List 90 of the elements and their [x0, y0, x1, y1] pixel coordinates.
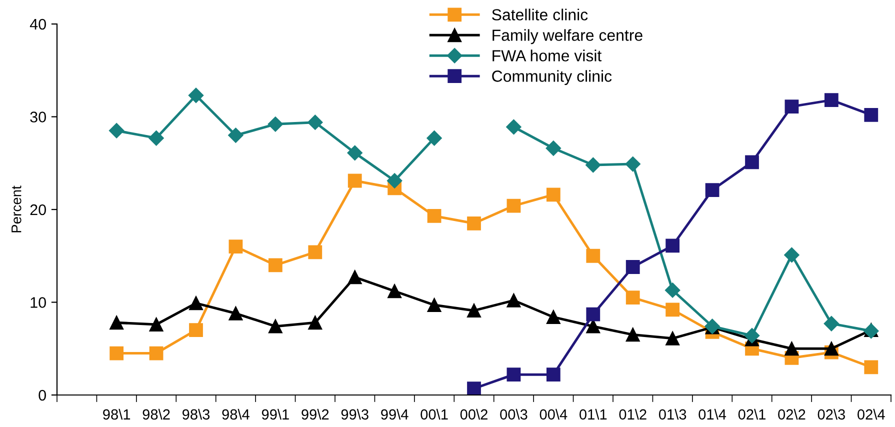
point: [784, 247, 800, 263]
y-tick-label: 0: [38, 390, 46, 401]
x-tick-label: 00\3: [500, 408, 528, 420]
point: [467, 382, 481, 396]
point: [864, 360, 878, 374]
x-tick-label: 98\3: [182, 408, 210, 420]
point: [228, 306, 243, 320]
point: [784, 100, 799, 114]
point: [308, 316, 322, 330]
point: [347, 145, 362, 160]
point: [625, 156, 640, 172]
point: [626, 260, 640, 274]
point: [110, 316, 124, 330]
point: [268, 258, 282, 272]
point: [864, 108, 878, 122]
point: [228, 128, 244, 143]
point: [506, 198, 521, 213]
point: [427, 209, 442, 223]
point: [744, 328, 760, 344]
y-tick-label: 40: [30, 18, 46, 30]
point: [148, 130, 164, 146]
point: [427, 298, 442, 312]
point: [626, 290, 640, 305]
x-tick-label: 01\4: [698, 408, 726, 420]
point: [586, 319, 600, 334]
point: [824, 316, 839, 332]
x-tick-label: 98\2: [142, 408, 170, 420]
point: [586, 157, 601, 173]
x-tick-label: 00\1: [420, 408, 448, 420]
point: [506, 119, 522, 135]
x-tick-label: 99\2: [302, 408, 329, 420]
point: [546, 188, 560, 202]
point: [426, 130, 442, 146]
x-tick-label: 00\4: [540, 408, 568, 420]
point: [228, 240, 243, 254]
point: [546, 140, 561, 156]
point: [546, 368, 560, 382]
y-tick-label: 20: [30, 204, 46, 216]
x-tick-label: 01\1: [580, 408, 607, 420]
x-tick-label: 98\4: [222, 408, 250, 420]
x-tick-label: 00\2: [460, 408, 488, 420]
x-tick-label: 98\1: [103, 408, 130, 420]
point: [745, 155, 759, 170]
point: [268, 116, 283, 132]
point: [268, 319, 282, 334]
point: [665, 282, 680, 298]
x-tick-label: 02\4: [858, 408, 885, 420]
point: [348, 270, 362, 284]
legend-label: Family welfare centre: [492, 29, 642, 44]
point: [546, 310, 560, 324]
y-axis-title: Percent: [12, 186, 22, 232]
x-tick-label: 02\2: [778, 408, 806, 420]
x-tick-label: 99\4: [381, 408, 408, 420]
point: [666, 302, 680, 317]
point: [824, 342, 838, 356]
legend-label: Community clinic: [492, 70, 612, 86]
point: [626, 328, 640, 342]
point: [149, 318, 164, 332]
point: [109, 123, 124, 138]
x-tick-label: 01\3: [658, 408, 686, 420]
x-tick-label: 99\1: [262, 408, 289, 420]
point: [348, 174, 362, 188]
point: [308, 114, 323, 130]
y-tick-label: 10: [30, 297, 46, 308]
point: [189, 296, 203, 310]
x-tick-label: 99\3: [341, 408, 368, 420]
point: [308, 245, 322, 260]
point: [388, 284, 402, 298]
point: [506, 368, 521, 382]
legend-label: Satellite clinic: [492, 8, 588, 20]
point: [387, 173, 402, 188]
point: [188, 88, 204, 103]
point: [784, 342, 799, 356]
x-tick-label: 01\2: [619, 408, 646, 420]
point: [586, 248, 600, 263]
point: [467, 304, 481, 318]
point: [467, 216, 481, 230]
point: [666, 331, 680, 346]
x-tick-label: 02\3: [818, 408, 845, 420]
point: [189, 323, 203, 338]
point: [110, 346, 124, 360]
point: [666, 238, 680, 253]
point: [506, 293, 521, 308]
point: [149, 346, 164, 360]
x-tick-label: 02\1: [738, 408, 766, 420]
point: [705, 183, 720, 197]
y-tick-label: 30: [30, 112, 46, 122]
point: [824, 93, 838, 107]
legend-label: FWA home visit: [492, 50, 602, 62]
point: [586, 307, 600, 322]
